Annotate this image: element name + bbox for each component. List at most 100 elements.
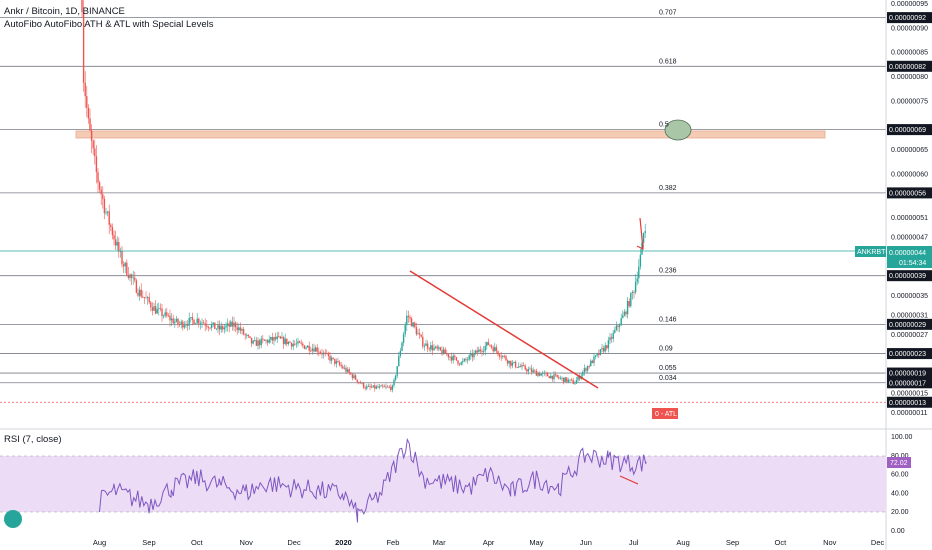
price-tick-label: 0.00000060 [891, 171, 928, 178]
candle-body [103, 198, 106, 214]
candle-body [226, 323, 229, 326]
price-tick-label: 0.00000090 [891, 25, 928, 32]
candle-body [446, 353, 448, 355]
candle-body [393, 379, 395, 386]
candle-body [473, 352, 475, 358]
candle-body [330, 357, 333, 361]
candle-body [487, 342, 490, 345]
candle-body [423, 345, 426, 347]
candle-body [114, 239, 117, 246]
tradingview-logo[interactable] [4, 510, 22, 528]
candle-body [612, 332, 614, 339]
candle-body [633, 292, 635, 293]
price-tick-label: 0.00000035 [891, 293, 928, 300]
candle-body [231, 321, 234, 327]
candle-body [620, 318, 622, 326]
candle-body [634, 281, 637, 293]
price-tick-label: 0.00000080 [891, 74, 928, 81]
candle-body [519, 366, 522, 368]
candle-body [486, 342, 488, 346]
candle-body [370, 387, 373, 388]
candle-body [466, 359, 469, 361]
descending-trendline[interactable] [409, 270, 599, 389]
candle-body [583, 368, 586, 373]
candle-body [494, 347, 496, 352]
candle-body [548, 376, 550, 379]
candle-body [602, 348, 605, 352]
candle-body [534, 370, 536, 372]
candle-body [599, 349, 602, 355]
candle-body [327, 353, 330, 356]
candle-body [230, 321, 232, 327]
candle-body [609, 337, 611, 341]
rsi-line[interactable] [99, 437, 647, 523]
candle-body [542, 372, 544, 374]
candle-body [514, 361, 517, 368]
candle-body [130, 274, 133, 278]
candle-body [324, 352, 326, 354]
candle-body [95, 156, 98, 173]
candle-body [458, 363, 461, 365]
candle-body [342, 366, 344, 369]
candle-body [359, 382, 362, 384]
candle-body [529, 368, 531, 370]
candle-body [474, 350, 477, 353]
drawn-peak-arrow[interactable] [636, 217, 644, 251]
candle-body [511, 362, 514, 366]
candle-body [422, 336, 424, 347]
candle-body [410, 318, 413, 327]
candle-body [460, 362, 462, 365]
candle-body [207, 326, 210, 328]
candle-body [351, 374, 354, 379]
candle-body [439, 347, 442, 351]
candle-body [274, 337, 277, 340]
candle-body [345, 367, 347, 372]
candle-body [290, 342, 293, 347]
candle-body [218, 325, 221, 330]
candle-body [431, 345, 434, 351]
candle-body [380, 385, 382, 387]
candle-body [122, 264, 125, 267]
time-axis-label: Feb [386, 538, 399, 547]
candle-body [166, 312, 168, 316]
candle-body [180, 321, 182, 325]
candle-body [314, 347, 317, 352]
price-tick-label: 0.00000095 [891, 1, 928, 8]
candle-body [191, 317, 194, 320]
candle-body [276, 336, 278, 340]
candle-body [610, 337, 613, 339]
candle-body [265, 340, 267, 342]
candle-body [426, 343, 429, 349]
candle-body [225, 325, 227, 328]
rsi-divergence-line[interactable] [619, 475, 639, 485]
candle-body [567, 379, 570, 382]
price-level-value: 0.00000017 [889, 380, 926, 387]
candle-body [113, 235, 115, 240]
candle-body [388, 386, 390, 388]
candle-body [607, 340, 610, 349]
candle-body [390, 387, 392, 390]
candle-body [532, 370, 534, 373]
time-axis-label: Jun [580, 538, 592, 547]
candle-body [278, 336, 280, 338]
candle-body [156, 309, 158, 314]
candle-body [233, 322, 235, 327]
candle-body [306, 345, 309, 348]
highlight-ellipse[interactable] [664, 119, 692, 141]
candle-body [119, 251, 122, 252]
candle-body [110, 224, 112, 228]
price-tick-label: 0.00000065 [891, 147, 928, 154]
candle-body [303, 345, 306, 349]
candle-body [476, 350, 478, 353]
candle-body [97, 172, 99, 183]
price-level-value: 0.00000082 [889, 64, 926, 71]
candle-body [604, 345, 606, 352]
price-tick-label: 0.00000031 [891, 313, 928, 320]
candle-body [570, 379, 573, 381]
candle-body [244, 334, 246, 336]
candle-body [186, 324, 189, 326]
candle-body [170, 318, 173, 321]
candle-body [326, 352, 328, 354]
candle-body [311, 348, 314, 351]
